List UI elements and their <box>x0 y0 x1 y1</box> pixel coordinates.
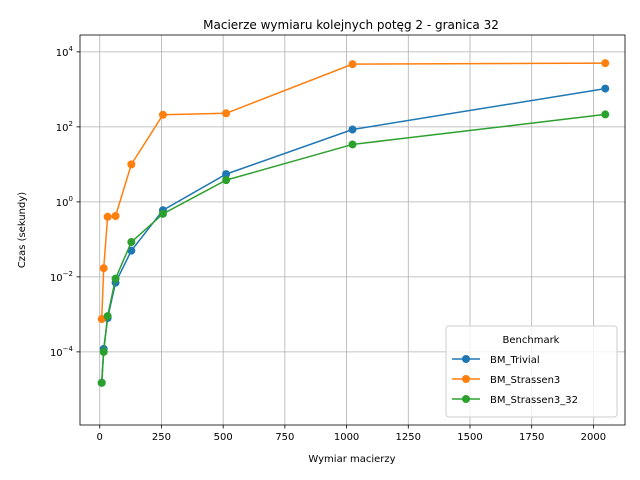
series-bm-strassen3-32 <box>97 110 610 387</box>
legend-entries: BM_Trivial BM_Strassen3 BM_Strassen3_32 <box>452 355 578 406</box>
legend-box <box>445 325 618 418</box>
y-tick-label: 100 <box>56 195 73 209</box>
data-point-bm-strassen3 <box>601 59 610 68</box>
legend-item-bm-trivial: BM_Trivial <box>452 355 540 366</box>
data-point-bm-strassen3-32 <box>222 176 231 185</box>
x-tick-label: 250 <box>152 432 171 443</box>
data-point-bm-strassen3 <box>348 60 357 69</box>
data-point-bm-strassen3 <box>222 109 231 118</box>
data-point-bm-strassen3-32 <box>111 274 120 283</box>
plot-frame <box>79 34 626 426</box>
y-tick-label: 10−2 <box>50 270 73 284</box>
legend-title: Benchmark <box>503 335 560 346</box>
legend: Benchmark BM_Trivial BM_Strassen3 BM_Stras… <box>445 325 618 418</box>
y-tick-label: 10−4 <box>50 345 74 359</box>
x-axis: 0 250 500 750 1000 1250 1500 1750 2000 <box>97 425 606 443</box>
x-tick-label: 750 <box>275 432 294 443</box>
legend-swatch-marker <box>462 355 470 363</box>
y-axis-label: Czas (sekundy) <box>17 192 28 268</box>
legend-item-bm-strassen3-32: BM_Strassen3_32 <box>452 395 578 406</box>
data-point-bm-strassen3-32 <box>601 110 610 119</box>
x-tick-label: 2000 <box>581 432 606 443</box>
data-point-bm-strassen3-32 <box>103 312 112 321</box>
y-axis: 10−4 10−2 100 102 104 <box>50 45 80 359</box>
data-point-bm-strassen3 <box>99 264 108 273</box>
legend-item-bm-strassen3: BM_Strassen3 <box>452 375 560 386</box>
data-point-bm-strassen3-32 <box>348 140 357 149</box>
x-tick-label: 1750 <box>519 432 544 443</box>
x-tick-label: 500 <box>214 432 233 443</box>
legend-swatch-marker <box>462 395 470 403</box>
data-point-bm-strassen3-32 <box>99 347 108 356</box>
data-point-bm-strassen3-32 <box>127 238 136 247</box>
legend-label: BM_Trivial <box>490 355 540 366</box>
data-point-bm-trivial <box>348 125 357 134</box>
x-axis-label: Wymiar macierzy <box>308 454 395 465</box>
data-point-bm-strassen3 <box>97 315 106 324</box>
legend-swatch-marker <box>462 375 470 383</box>
y-tick-label: 102 <box>56 120 73 134</box>
x-tick-label: 0 <box>97 432 103 443</box>
series-layer <box>97 59 610 387</box>
series-bm-strassen3 <box>97 59 610 324</box>
legend-label: BM_Strassen3 <box>490 375 560 386</box>
data-point-bm-strassen3 <box>158 110 167 119</box>
data-point-bm-strassen3-32 <box>97 378 106 387</box>
data-point-bm-strassen3 <box>127 160 136 169</box>
data-point-bm-strassen3-32 <box>158 209 167 218</box>
legend-label: BM_Strassen3_32 <box>490 395 578 406</box>
x-tick-label: 1500 <box>457 432 482 443</box>
data-point-bm-strassen3 <box>111 212 120 221</box>
x-tick-label: 1250 <box>396 432 421 443</box>
data-point-bm-trivial <box>222 170 231 179</box>
data-point-bm-trivial <box>601 84 610 93</box>
data-point-bm-strassen3 <box>103 212 112 221</box>
data-point-bm-trivial <box>127 246 136 255</box>
chart-title: Macierze wymiaru kolejnych potęg 2 - gra… <box>203 18 499 32</box>
y-tick-label: 104 <box>56 45 74 59</box>
x-tick-label: 1000 <box>334 432 359 443</box>
